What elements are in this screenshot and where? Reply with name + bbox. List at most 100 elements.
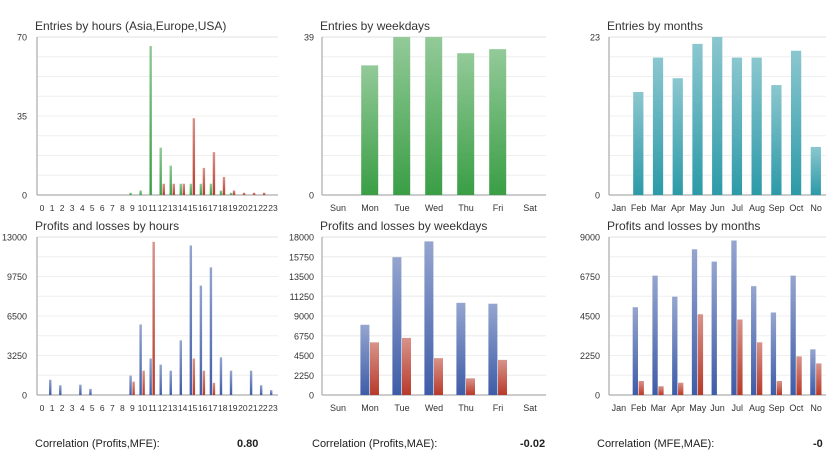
bar <box>139 324 142 395</box>
x-tick-label: 12 <box>158 403 168 413</box>
x-tick-label: 4 <box>80 203 85 213</box>
bar <box>132 381 135 395</box>
bar <box>466 378 475 395</box>
bar <box>262 192 266 195</box>
x-tick-label: 7 <box>110 403 115 413</box>
y-tick-label: 6750 <box>580 272 600 282</box>
bar <box>672 78 683 195</box>
chart-title: Entries by hours (Asia,Europe,USA) <box>35 19 226 33</box>
x-tick-label: 15 <box>188 403 198 413</box>
bar <box>790 50 802 195</box>
y-tick-label: 39 <box>304 33 314 43</box>
x-tick-label: May <box>689 403 707 413</box>
bar <box>488 303 498 395</box>
bar <box>192 358 196 395</box>
bar <box>790 275 796 395</box>
correlation-value-profits-mae: -0.02 <box>520 438 546 450</box>
x-tick-label: 10 <box>138 203 148 213</box>
x-tick-label: Jan <box>612 403 627 413</box>
bar <box>129 375 132 395</box>
bar <box>142 370 145 395</box>
bar <box>149 46 152 196</box>
y-tick-label: 3250 <box>7 351 27 361</box>
bar <box>199 285 203 395</box>
x-tick-label: Jul <box>731 403 743 413</box>
chart-panel-0: Entries by hours (Asia,Europe,USA)703500… <box>17 19 278 213</box>
x-tick-label: Fri <box>493 203 504 213</box>
x-tick-label: Wed <box>425 203 443 213</box>
x-tick-label: 1 <box>50 203 55 213</box>
bar <box>172 183 175 195</box>
bar <box>751 57 762 195</box>
y-tick-label: 23 <box>590 33 600 43</box>
bar <box>425 37 443 195</box>
bar <box>489 49 507 196</box>
bar <box>434 358 443 395</box>
correlation-value-profits-mfe: 0.80 <box>237 438 259 450</box>
x-tick-label: Mar <box>651 403 667 413</box>
y-tick-label: 6750 <box>294 331 314 341</box>
chart-title: Entries by weekdays <box>320 19 430 33</box>
x-tick-label: Feb <box>631 403 647 413</box>
x-tick-label: 6 <box>100 203 105 213</box>
x-tick-label: 17 <box>208 203 218 213</box>
y-tick-label: 2250 <box>580 351 600 361</box>
x-tick-label: May <box>689 203 707 213</box>
bar <box>796 356 802 395</box>
x-tick-label: Tue <box>394 403 409 413</box>
x-tick-label: Mar <box>651 203 667 213</box>
y-tick-label: 18000 <box>289 233 314 243</box>
x-tick-label: Jun <box>710 203 725 213</box>
x-tick-label: 15 <box>188 203 198 213</box>
y-tick-label: 4500 <box>294 351 314 361</box>
x-tick-label: 14 <box>178 203 188 213</box>
x-tick-label: No <box>810 203 822 213</box>
bar <box>810 349 816 395</box>
chart-panel-1: Entries by weekdays 39 0 Sun Mon Tue Wed Thu Fri… <box>304 19 546 213</box>
x-tick-label: 13 <box>168 403 178 413</box>
y-tick-label: 0 <box>309 191 314 201</box>
bar <box>456 302 466 395</box>
x-tick-label: Thu <box>458 203 474 213</box>
chart-title: Profits and losses by months <box>607 219 760 233</box>
bar <box>162 183 165 195</box>
bar <box>192 118 196 195</box>
x-tick-label: 22 <box>258 203 268 213</box>
bar <box>370 342 379 395</box>
bar <box>89 388 92 395</box>
bar <box>129 192 132 195</box>
x-tick-label: 7 <box>110 203 115 213</box>
x-tick-label: Mon <box>361 403 379 413</box>
bar <box>756 342 763 395</box>
correlation-label-profits-mfe: Correlation (Profits,MFE): <box>35 438 160 450</box>
x-tick-label: Jan <box>612 203 627 213</box>
y-tick-label: 6500 <box>7 312 27 322</box>
bar <box>737 319 743 395</box>
x-tick-label: 12 <box>158 203 168 213</box>
x-tick-label: Sat <box>523 203 537 213</box>
bar <box>182 183 186 195</box>
bar <box>252 192 256 195</box>
bar <box>159 364 162 395</box>
x-tick-label: 18 <box>218 203 228 213</box>
bar <box>169 165 172 195</box>
bar <box>179 183 183 195</box>
bar <box>692 43 703 195</box>
bar <box>179 340 183 395</box>
bar <box>229 370 233 395</box>
x-tick-label: 5 <box>90 203 95 213</box>
x-tick-label: Wed <box>425 403 443 413</box>
x-tick-label: Tue <box>394 203 409 213</box>
bar <box>638 380 644 395</box>
y-tick-label: 0 <box>595 391 600 401</box>
y-tick-label: 70 <box>17 33 27 43</box>
bar <box>159 147 162 195</box>
x-tick-label: Oct <box>789 403 804 413</box>
x-tick-label: 6 <box>100 403 105 413</box>
bar <box>633 91 644 195</box>
bar <box>249 370 253 395</box>
bar <box>424 241 434 395</box>
x-tick-label: Apr <box>671 403 685 413</box>
y-tick-label: 11250 <box>290 292 314 302</box>
bar <box>392 257 402 395</box>
